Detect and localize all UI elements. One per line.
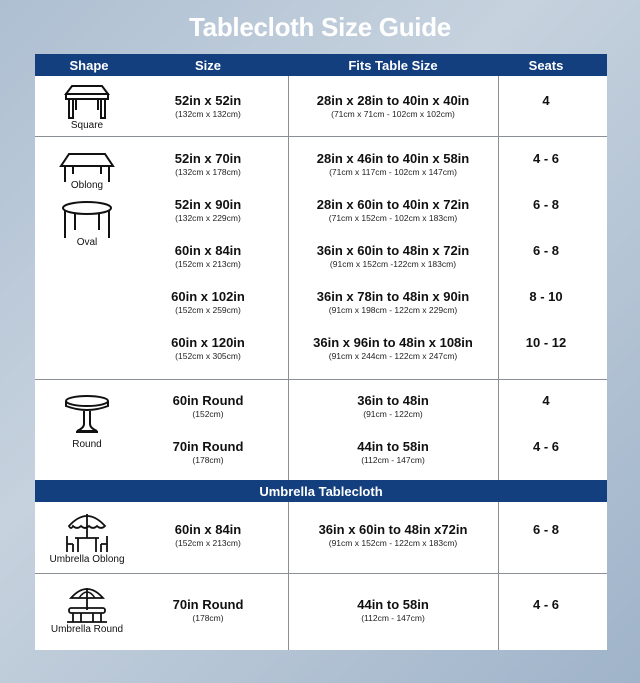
- fits-cell-inches: 36in to 48in: [357, 393, 429, 408]
- fits-cell-cm: (91cm x 152cm -122cm x 183cm): [329, 259, 457, 269]
- section-umbrella-label: Umbrella Tablecloth: [259, 484, 383, 499]
- size-cell-cm: (152cm x 213cm): [175, 538, 241, 548]
- size-cell-cm: (178cm): [192, 613, 224, 623]
- seats-cell: 6 - 8: [532, 522, 560, 537]
- fits-cell: 44in to 58in (112cm - 147cm): [357, 597, 429, 623]
- umbrella-oblong-table-icon: [66, 514, 108, 552]
- size-cell-cm: (152cm x 213cm): [175, 259, 241, 269]
- fits-cell-cm: (112cm - 147cm): [361, 455, 425, 465]
- fits-cell-inches: 36in x 60in to 48in x 72in: [316, 243, 470, 258]
- fits-cell-cm: (112cm - 147cm): [361, 613, 425, 623]
- divider: [288, 502, 289, 650]
- size-cell-inches: 60in x 120in: [171, 335, 245, 350]
- size-cell-cm: (152cm): [192, 409, 224, 419]
- size-cell: 60in x 102in (152cm x 259cm): [171, 289, 245, 315]
- header-size: Size: [194, 58, 222, 73]
- fits-cell-inches: 36in x 60in to 48in x72in: [318, 522, 468, 537]
- fits-cell: 28in x 28in to 40in x 40in (71cm x 71cm -…: [317, 93, 469, 119]
- size-cell-inches: 52in x 52in: [174, 93, 242, 108]
- size-table: [35, 54, 607, 650]
- size-cell-inches: 70in Round: [172, 439, 244, 454]
- shape-label: Umbrella Round: [50, 624, 124, 635]
- size-cell: 52in x 70in (132cm x 178cm): [175, 151, 241, 177]
- divider: [498, 76, 499, 480]
- size-cell-cm: (178cm): [192, 455, 224, 465]
- header-seats: Seats: [528, 58, 564, 73]
- fits-cell-cm: (71cm x 117cm - 102cm x 147cm): [329, 167, 457, 177]
- oblong-table-icon: [59, 153, 115, 182]
- divider: [35, 136, 607, 137]
- round-table-icon: [65, 395, 109, 433]
- size-cell-inches: 60in x 84in: [174, 522, 242, 537]
- seats-cell: 4 - 6: [532, 151, 560, 166]
- size-cell-cm: (152cm x 305cm): [175, 351, 241, 361]
- fits-cell-inches: 44in to 58in: [357, 597, 429, 612]
- size-cell: 60in Round (152cm): [173, 393, 244, 419]
- fits-cell-cm: (91cm x 244cm - 122cm x 247cm): [328, 351, 458, 361]
- fits-cell-inches: 28in x 60in to 40in x 72in: [316, 197, 470, 212]
- size-cell-inches: 60in x 84in: [174, 243, 242, 258]
- divider: [35, 573, 607, 574]
- page-title: Tablecloth Size Guide: [189, 12, 451, 42]
- size-cell-cm: (132cm x 178cm): [175, 167, 241, 177]
- seats-cell: 8 - 10: [529, 289, 563, 304]
- fits-cell-inches: 36in x 96in to 48in x 108in: [313, 335, 473, 350]
- size-cell-inches: 70in Round: [172, 597, 244, 612]
- divider: [498, 502, 499, 650]
- seats-cell: 6 - 8: [532, 197, 560, 212]
- shape-label: Oblong: [70, 180, 104, 191]
- fits-cell: 36in x 78in to 48in x 90in (91cm x 198cm …: [317, 289, 469, 315]
- square-table-icon: [64, 85, 110, 119]
- fits-cell-inches: 28in x 46in to 40in x 58in: [316, 151, 470, 166]
- size-cell: 60in x 84in (152cm x 213cm): [175, 243, 241, 269]
- header-shape: Shape: [69, 58, 109, 73]
- fits-cell: 36in x 96in to 48in x 108in (91cm x 244cm…: [313, 335, 473, 361]
- fits-cell: 44in to 58in (112cm - 147cm): [357, 439, 429, 465]
- seats-cell: 4: [542, 93, 550, 108]
- size-cell-cm: (132cm x 132cm): [175, 109, 241, 119]
- seats-cell: 4 - 6: [532, 439, 560, 454]
- shape-label: Umbrella Oblong: [49, 554, 125, 565]
- size-cell: 52in x 52in (132cm x 132cm): [175, 93, 241, 119]
- size-cell: 52in x 90in (132cm x 229cm): [175, 197, 241, 223]
- fits-cell-cm: (71cm x 71cm - 102cm x 102cm): [331, 109, 455, 119]
- fits-cell: 36in x 60in to 48in x 72in (91cm x 152cm …: [317, 243, 469, 269]
- shape-label: Oval: [76, 237, 98, 248]
- seats-cell: 10 - 12: [525, 335, 567, 350]
- fits-cell: 36in to 48in (91cm - 122cm): [357, 393, 429, 419]
- fits-cell-inches: 28in x 28in to 40in x 40in: [316, 93, 470, 108]
- header-fits: Fits Table Size: [348, 58, 438, 73]
- divider: [288, 76, 289, 480]
- shape-label: Round: [72, 439, 102, 450]
- size-cell: 70in Round (178cm): [173, 439, 244, 465]
- fits-cell-cm: (91cm - 122cm): [363, 409, 423, 419]
- seats-cell: 6 - 8: [532, 243, 560, 258]
- oval-table-icon: [62, 201, 112, 238]
- fits-cell-cm: (71cm x 152cm - 102cm x 183cm): [328, 213, 458, 223]
- size-cell: 60in x 120in (152cm x 305cm): [171, 335, 245, 361]
- fits-cell-inches: 36in x 78in to 48in x 90in: [316, 289, 470, 304]
- fits-cell-cm: (91cm x 152cm - 122cm x 183cm): [328, 538, 458, 548]
- size-cell: 60in x 84in (152cm x 213cm): [175, 522, 241, 548]
- table-header: Shape Size Fits Table Size Seats: [35, 54, 607, 76]
- fits-cell-cm: (91cm x 198cm - 122cm x 229cm): [328, 305, 458, 315]
- size-cell-inches: 52in x 90in: [174, 197, 242, 212]
- section-header-umbrella: Umbrella Tablecloth: [35, 480, 607, 502]
- seats-cell: 4: [542, 393, 550, 408]
- umbrella-round-table-icon: [67, 588, 107, 623]
- size-cell-inches: 60in x 102in: [171, 289, 245, 304]
- size-cell-cm: (132cm x 229cm): [175, 213, 241, 223]
- size-cell-cm: (152cm x 259cm): [175, 305, 241, 315]
- size-cell: 70in Round (178cm): [173, 597, 244, 623]
- size-cell-inches: 60in Round: [172, 393, 244, 408]
- fits-cell: 36in x 60in to 48in x72in (91cm x 152cm -…: [319, 522, 468, 548]
- seats-cell: 4 - 6: [532, 597, 560, 612]
- divider: [35, 379, 607, 380]
- size-cell-inches: 52in x 70in: [174, 151, 242, 166]
- fits-cell-inches: 44in to 58in: [357, 439, 429, 454]
- shape-label: Square: [70, 120, 104, 131]
- fits-cell: 28in x 46in to 40in x 58in (71cm x 117cm …: [317, 151, 469, 177]
- fits-cell: 28in x 60in to 40in x 72in (71cm x 152cm …: [317, 197, 469, 223]
